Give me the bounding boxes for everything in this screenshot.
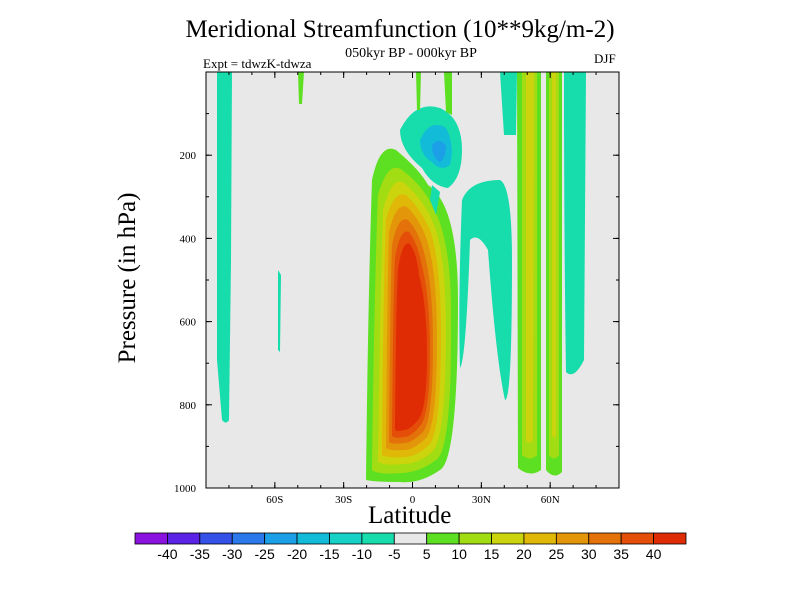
- contour-fills: [217, 72, 586, 483]
- colorbar-swatch: [296, 532, 330, 545]
- contour-eq-green-tick: [416, 72, 421, 110]
- colorbar-label: -20: [287, 546, 307, 562]
- colorbar-swatch: [134, 532, 168, 545]
- contour-north-pos-a-20: [526, 72, 534, 443]
- colorbar-label: -35: [190, 546, 210, 562]
- contour-south-neg-band: [217, 72, 232, 423]
- x-tick-label: 0: [410, 494, 416, 506]
- chart-title: Meridional Streamfunction (10**9kg/m-2): [185, 16, 615, 43]
- y-tick-label: 400: [180, 233, 197, 245]
- colorbar-label: -25: [255, 546, 275, 562]
- colorbar-label: 5: [423, 546, 431, 562]
- colorbar-swatch: [458, 532, 492, 545]
- colorbar-label: -30: [222, 546, 242, 562]
- y-tick-label: 1000: [174, 483, 197, 495]
- colorbar-label: 20: [516, 546, 532, 562]
- contour-south-green-tick: [298, 72, 304, 104]
- contour-north-neg-top: [500, 72, 517, 135]
- contour-upper-neg-20: [432, 140, 446, 162]
- y-tick-label: 600: [180, 317, 197, 329]
- colorbar-label: -5: [388, 546, 401, 562]
- y-tick-label: 800: [180, 400, 197, 412]
- season-label: DJF: [594, 51, 616, 66]
- colorbar-label: 15: [484, 546, 500, 562]
- contour-north-neg-region: [459, 180, 512, 400]
- colorbar-swatch: [620, 532, 654, 545]
- colorbar-label: -40: [157, 546, 177, 562]
- colorbar-swatch: [167, 532, 201, 545]
- colorbar-label: -10: [352, 546, 372, 562]
- colorbar-label: 10: [451, 546, 467, 562]
- colorbar-swatch: [588, 532, 622, 545]
- colorbar-swatch: [231, 532, 266, 545]
- experiment-label: Expt = tdwzK-tdwza: [203, 56, 312, 71]
- x-tick-label: 30S: [335, 494, 352, 506]
- contour-north-pos-b-20: [552, 72, 556, 438]
- colorbar-label: 35: [613, 546, 629, 562]
- colorbar-swatch: [653, 532, 687, 545]
- colorbar-swatch: [329, 532, 363, 545]
- chart-subtitle: 050kyr BP - 000kyr BP: [345, 46, 477, 61]
- x-axis-ticks: 60S 30S 0 30N 60N: [205, 72, 620, 506]
- colorbar: -40 -35 -30 -25 -20 -15 -10 -5 5 10 15 20 25 30 35 40: [134, 532, 687, 562]
- colorbar-swatch: [426, 532, 460, 545]
- y-axis-ticks: 200 400 600 800 1000: [174, 113, 619, 495]
- contour-north-neg-band: [564, 72, 586, 375]
- colorbar-label: 25: [549, 546, 565, 562]
- x-tick-label: 60S: [266, 494, 283, 506]
- colorbar-label: -15: [319, 546, 339, 562]
- colorbar-swatch: [393, 532, 428, 545]
- colorbar-swatch: [264, 532, 298, 545]
- colorbar-label: 30: [581, 546, 597, 562]
- colorbar-label: 40: [646, 546, 662, 562]
- contour-upper-neg-tail: [430, 185, 440, 215]
- x-tick-label: 60N: [541, 494, 560, 506]
- colorbar-swatch: [199, 532, 233, 545]
- colorbar-swatch: [523, 532, 557, 545]
- y-tick-label: 200: [180, 150, 197, 162]
- x-tick-label: 30N: [472, 494, 491, 506]
- x-axis-title: Latitude: [368, 502, 452, 529]
- colorbar-swatch: [361, 532, 395, 545]
- contour-north-green-tick: [444, 72, 452, 115]
- contour-south-small-band: [278, 270, 281, 352]
- colorbar-swatch: [555, 532, 590, 545]
- contour-central-peak: [395, 243, 427, 431]
- colorbar-swatch: [491, 532, 525, 545]
